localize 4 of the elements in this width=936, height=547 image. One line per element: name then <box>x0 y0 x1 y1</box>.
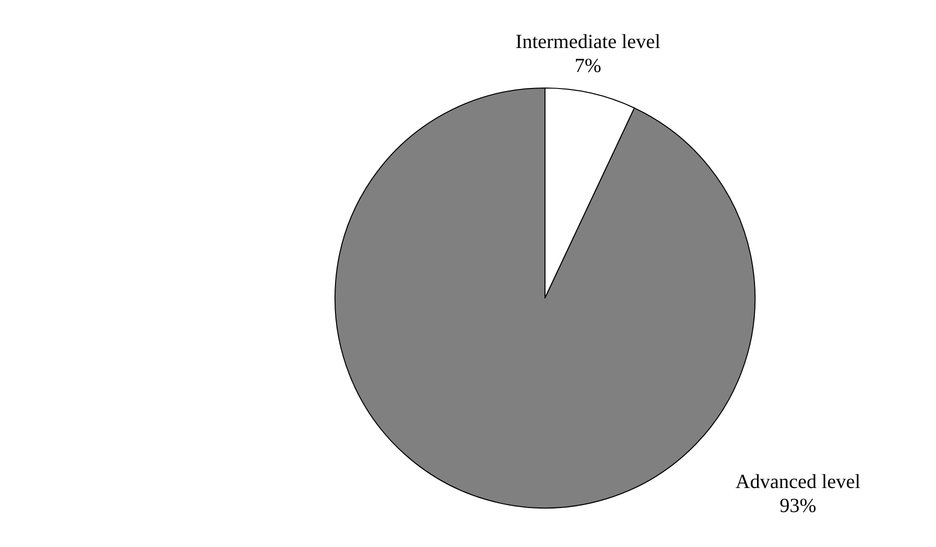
data-label: 93% <box>780 495 816 517</box>
slice-label: Advanced level <box>736 471 861 493</box>
data-label: 7% <box>574 55 602 77</box>
slice-label: Intermediate level <box>516 31 661 53</box>
